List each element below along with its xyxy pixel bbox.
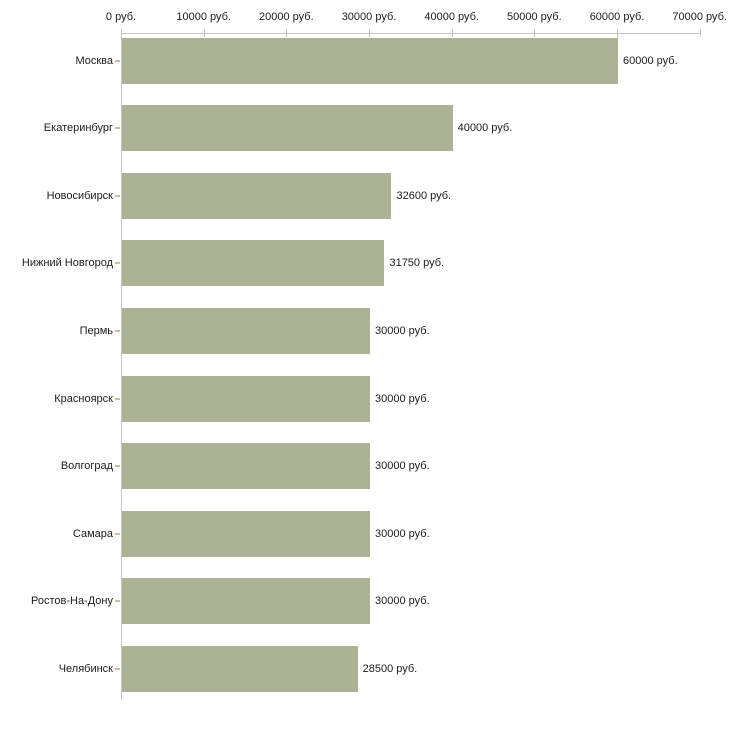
- bar-row: Челябинск 28500 руб.: [0, 645, 730, 692]
- category-tick: [115, 127, 120, 130]
- axis-tick-label: 30000 руб.: [341, 11, 397, 23]
- value-label: 28500 руб.: [362, 662, 418, 675]
- category-label: Ростов-На-Дону: [30, 595, 113, 608]
- bar: [122, 578, 370, 625]
- category-label: Москва: [75, 54, 113, 67]
- bar-row: Ростов-На-Дону 30000 руб.: [0, 578, 730, 625]
- bar: [122, 37, 618, 84]
- category-tick: [115, 465, 120, 468]
- axis-tick: [617, 29, 618, 37]
- value-label: 30000 руб.: [375, 392, 430, 405]
- axis-tick-label: 40000 руб.: [424, 11, 479, 23]
- category-label: Екатеринбург: [43, 122, 113, 135]
- value-label: 30000 руб.: [375, 595, 430, 608]
- category-tick: [115, 329, 120, 332]
- value-label: 30000 руб.: [375, 324, 430, 337]
- y-axis-line: [121, 33, 122, 700]
- bar: [122, 375, 370, 422]
- axis-tick-label: 60000 руб.: [589, 11, 645, 23]
- category-label: Пермь: [79, 324, 113, 337]
- value-label: 60000 руб.: [623, 54, 678, 67]
- category-tick: [115, 397, 120, 400]
- bar-row: Нижний Новгород 31750 руб.: [0, 240, 730, 287]
- category-tick: [115, 600, 120, 603]
- axis-tick-label: 0 руб.: [105, 11, 137, 23]
- bar-row: Волгоград 30000 руб.: [0, 443, 730, 490]
- bar: [122, 307, 370, 354]
- bar-row: Новосибирск 32600 руб.: [0, 172, 730, 219]
- axis-tick-label: 10000 руб.: [176, 11, 231, 23]
- bar-row: Красноярск 30000 руб.: [0, 375, 730, 422]
- category-tick: [115, 667, 120, 670]
- category-tick: [115, 532, 120, 535]
- bar: [122, 443, 370, 490]
- bar: [122, 645, 358, 692]
- axis-tick: [121, 29, 122, 37]
- axis-tick: [699, 29, 701, 37]
- bar-row: Самара 30000 руб.: [0, 510, 730, 557]
- category-label: Новосибирск: [46, 189, 113, 202]
- axis-tick-label: 70000 руб.: [672, 11, 727, 23]
- value-label: 30000 руб.: [375, 527, 430, 540]
- bar-row: Екатеринбург 40000 руб.: [0, 105, 730, 152]
- value-label: 40000 руб.: [457, 122, 513, 135]
- category-label: Красноярск: [54, 392, 113, 405]
- axis-tick: [534, 29, 536, 37]
- bar: [122, 105, 453, 152]
- axis-tick: [286, 29, 288, 37]
- axis-tick: [203, 29, 205, 37]
- axis-tick: [369, 29, 370, 37]
- bar: [122, 510, 370, 557]
- category-label: Волгоград: [60, 460, 113, 473]
- value-label: 31750 руб.: [389, 257, 445, 270]
- category-tick: [115, 59, 120, 62]
- x-axis-line: [121, 33, 701, 34]
- axis-tick-label: 20000 руб.: [259, 11, 314, 23]
- axis-tick-label: 50000 руб.: [507, 11, 562, 23]
- axis-tick: [451, 29, 453, 37]
- value-label: 32600 руб.: [396, 189, 452, 202]
- category-label: Нижний Новгород: [21, 257, 113, 270]
- category-label: Самара: [72, 527, 113, 540]
- bar: [122, 172, 392, 219]
- bar-row: Пермь 30000 руб.: [0, 307, 730, 354]
- category-label: Челябинск: [58, 662, 113, 675]
- value-label: 30000 руб.: [375, 460, 430, 473]
- bar-row: Москва 60000 руб.: [0, 37, 730, 84]
- bar: [122, 240, 385, 287]
- category-tick: [115, 194, 120, 197]
- category-tick: [115, 262, 120, 265]
